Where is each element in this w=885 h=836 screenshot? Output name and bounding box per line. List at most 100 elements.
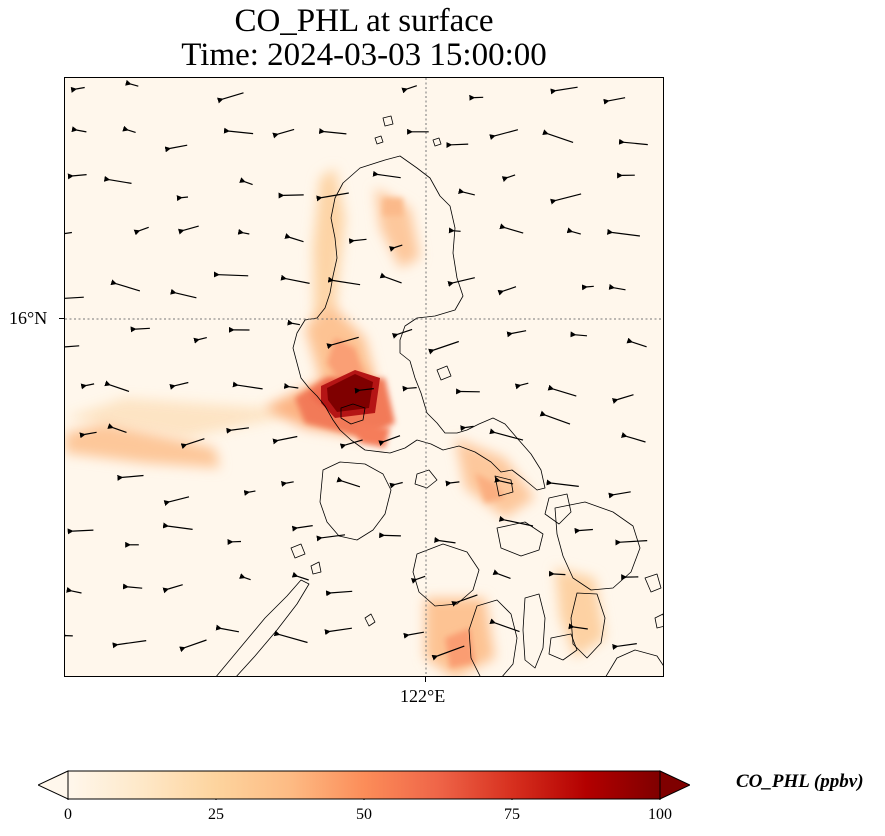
wind-arrow bbox=[618, 138, 648, 146]
wind-arrow bbox=[65, 231, 72, 235]
wind-arrow bbox=[445, 480, 460, 487]
wind-arrow bbox=[215, 624, 240, 633]
coastline-leyte bbox=[570, 592, 606, 659]
wind-arrow bbox=[112, 640, 147, 649]
wind-arrow bbox=[402, 385, 417, 392]
coastline-manila-bay bbox=[340, 403, 366, 425]
wind-arrow bbox=[570, 331, 588, 338]
wind-arrow bbox=[612, 643, 637, 650]
wind-arrow bbox=[70, 86, 85, 93]
wind-arrow bbox=[226, 427, 249, 434]
colorbar-min-extend bbox=[36, 770, 69, 800]
coastline-mindoro bbox=[319, 461, 392, 541]
wind-arrow bbox=[163, 496, 190, 506]
wind-arrow bbox=[316, 534, 346, 542]
wind-arrow bbox=[104, 380, 130, 392]
wind-arrow bbox=[67, 173, 87, 180]
wind-arrow bbox=[550, 86, 578, 95]
coastline-luzon bbox=[292, 155, 546, 491]
wind-arrow bbox=[237, 228, 250, 235]
wind-arrow bbox=[65, 345, 80, 348]
wind-arrow bbox=[283, 383, 299, 389]
wind-arrow bbox=[280, 274, 310, 284]
wind-arrow bbox=[548, 570, 566, 577]
wind-arrow bbox=[574, 527, 593, 534]
wind-arrow bbox=[177, 225, 199, 235]
wind-arrow bbox=[372, 170, 401, 179]
wind-arrow bbox=[107, 423, 127, 433]
wind-arrow bbox=[110, 279, 141, 292]
wind-arrow bbox=[451, 594, 478, 607]
wind-arrow bbox=[316, 192, 349, 202]
wind-arrow bbox=[291, 525, 313, 532]
wind-arrow bbox=[164, 144, 188, 153]
wind-arrow bbox=[243, 490, 256, 496]
lat-label: 16°N bbox=[9, 308, 48, 328]
wind-arrow bbox=[169, 381, 189, 390]
wind-arrow bbox=[223, 127, 254, 135]
wind-arrow bbox=[66, 586, 82, 594]
wind-arrow bbox=[176, 195, 189, 202]
wind-arrow bbox=[273, 630, 308, 644]
colorbar-tick-75: 75 bbox=[504, 806, 520, 823]
wind-arrow bbox=[446, 142, 469, 149]
wind-arrow bbox=[539, 410, 571, 425]
wind-arrow bbox=[460, 425, 474, 432]
wind-arrow bbox=[272, 435, 298, 445]
wind-arrow bbox=[213, 271, 249, 278]
coastline-cebu bbox=[522, 593, 546, 669]
wind-arrow bbox=[239, 573, 251, 581]
wind-arrow bbox=[403, 631, 425, 639]
colorbar-gradient bbox=[67, 770, 661, 800]
wind-arrow bbox=[162, 522, 193, 530]
plot-title: CO_PHL at surface Time: 2024-03-03 15:00… bbox=[64, 4, 664, 72]
wind-arrow bbox=[180, 438, 205, 450]
wind-arrow bbox=[354, 387, 374, 394]
wind-arrow bbox=[489, 428, 524, 441]
lon-tick bbox=[425, 677, 426, 682]
colorbar-label: CO_PHL (ppbv) bbox=[736, 771, 864, 792]
wind-arrow bbox=[401, 85, 417, 94]
wind-arrow bbox=[291, 571, 309, 581]
wind-arrow bbox=[492, 569, 511, 579]
wind-arrow bbox=[239, 177, 253, 186]
title-time: Time: 2024-03-03 15:00:00 bbox=[181, 37, 547, 73]
wind-arrow bbox=[606, 228, 640, 237]
wind-arrow bbox=[448, 227, 461, 234]
lon-label: 122°E bbox=[400, 686, 446, 706]
wind-arrow bbox=[80, 383, 95, 390]
coastlines bbox=[216, 115, 663, 676]
wind-arrow bbox=[611, 394, 634, 404]
wind-arrow bbox=[287, 319, 301, 326]
wind-arrow bbox=[568, 623, 588, 630]
wind-arrow bbox=[280, 481, 294, 487]
wind-arrow bbox=[546, 479, 579, 487]
concentration-field bbox=[65, 168, 605, 676]
wind-arrow bbox=[615, 539, 648, 546]
wind-arrow bbox=[67, 528, 94, 535]
colorbar-tick-100: 100 bbox=[648, 806, 672, 823]
wind-arrow bbox=[498, 515, 534, 527]
wind-arrow bbox=[458, 188, 475, 196]
wind-arrow bbox=[272, 128, 295, 139]
wind-arrow bbox=[71, 126, 87, 133]
lat-tick bbox=[59, 318, 64, 319]
wind-arrow bbox=[608, 283, 626, 291]
map-svg bbox=[65, 78, 663, 676]
wind-arrow bbox=[389, 481, 403, 489]
wind-arrow bbox=[133, 226, 149, 236]
wind-vectors bbox=[65, 79, 648, 661]
wind-arrow bbox=[489, 129, 519, 140]
wind-arrow bbox=[339, 439, 363, 450]
wind-arrow bbox=[278, 192, 304, 199]
wind-arrow bbox=[217, 92, 244, 104]
colorbar-svg bbox=[36, 770, 692, 803]
wind-arrow bbox=[626, 337, 647, 348]
wind-arrow bbox=[489, 618, 520, 633]
colorbar-max-extend bbox=[659, 770, 692, 800]
coastline-mindanao bbox=[605, 649, 663, 676]
wind-arrow bbox=[547, 384, 577, 397]
wind-arrow bbox=[378, 435, 401, 447]
coastline-palawan bbox=[216, 579, 310, 676]
wind-arrow bbox=[162, 584, 183, 594]
